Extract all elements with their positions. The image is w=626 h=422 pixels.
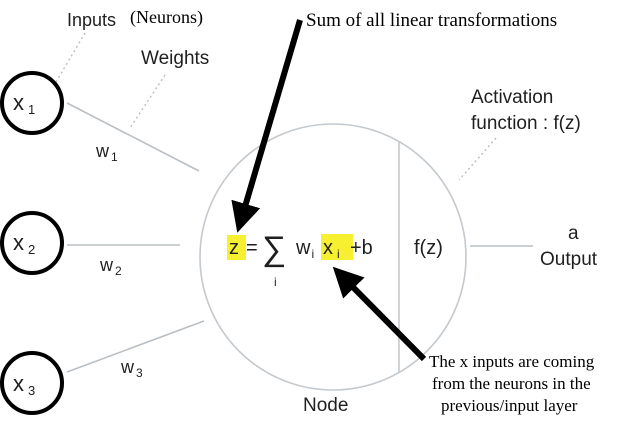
weights-label: Weights [141,48,209,69]
formula-sum-index: i [274,275,277,289]
input-circle-x2 [0,211,64,275]
inputs-arrow [332,266,427,362]
weights-leader-line [129,74,166,129]
node-label: Node [303,395,348,416]
activation-formula: f(z) [414,237,443,259]
input-circle-x3 [0,351,64,415]
activation-leader-line [458,137,497,181]
formula-z: z [229,237,239,259]
formula-plus-b: +b [350,237,373,259]
neurons-label: (Neurons) [130,7,203,28]
node-circle [199,123,467,391]
input-circle-x1 [0,71,64,135]
sum-arrow [231,19,303,233]
z-highlight [227,235,246,260]
activation-function-label: function : f(z) [471,113,581,134]
inputs-annotation-line-3: previous/input layer [441,396,578,415]
formula-wi: wi [295,237,314,261]
inputs-annotation-line-1: The x inputs are coming [429,352,595,371]
output-a-label: a [568,223,579,244]
connection-line-1 [66,102,200,172]
inputs-annotation-line-2: from the neurons in the [432,374,591,393]
connection-line-3 [66,320,205,373]
inputs-label: Inputs [67,10,116,30]
output-label: Output [540,249,598,270]
activation-label: Activation [471,87,553,108]
xi-highlight [321,234,353,260]
formula-equals: = [246,237,258,259]
sum-annotation: Sum of all linear transformations [306,10,557,31]
inputs-leader-line [55,32,86,83]
formula-sigma: ∑ [262,230,286,268]
